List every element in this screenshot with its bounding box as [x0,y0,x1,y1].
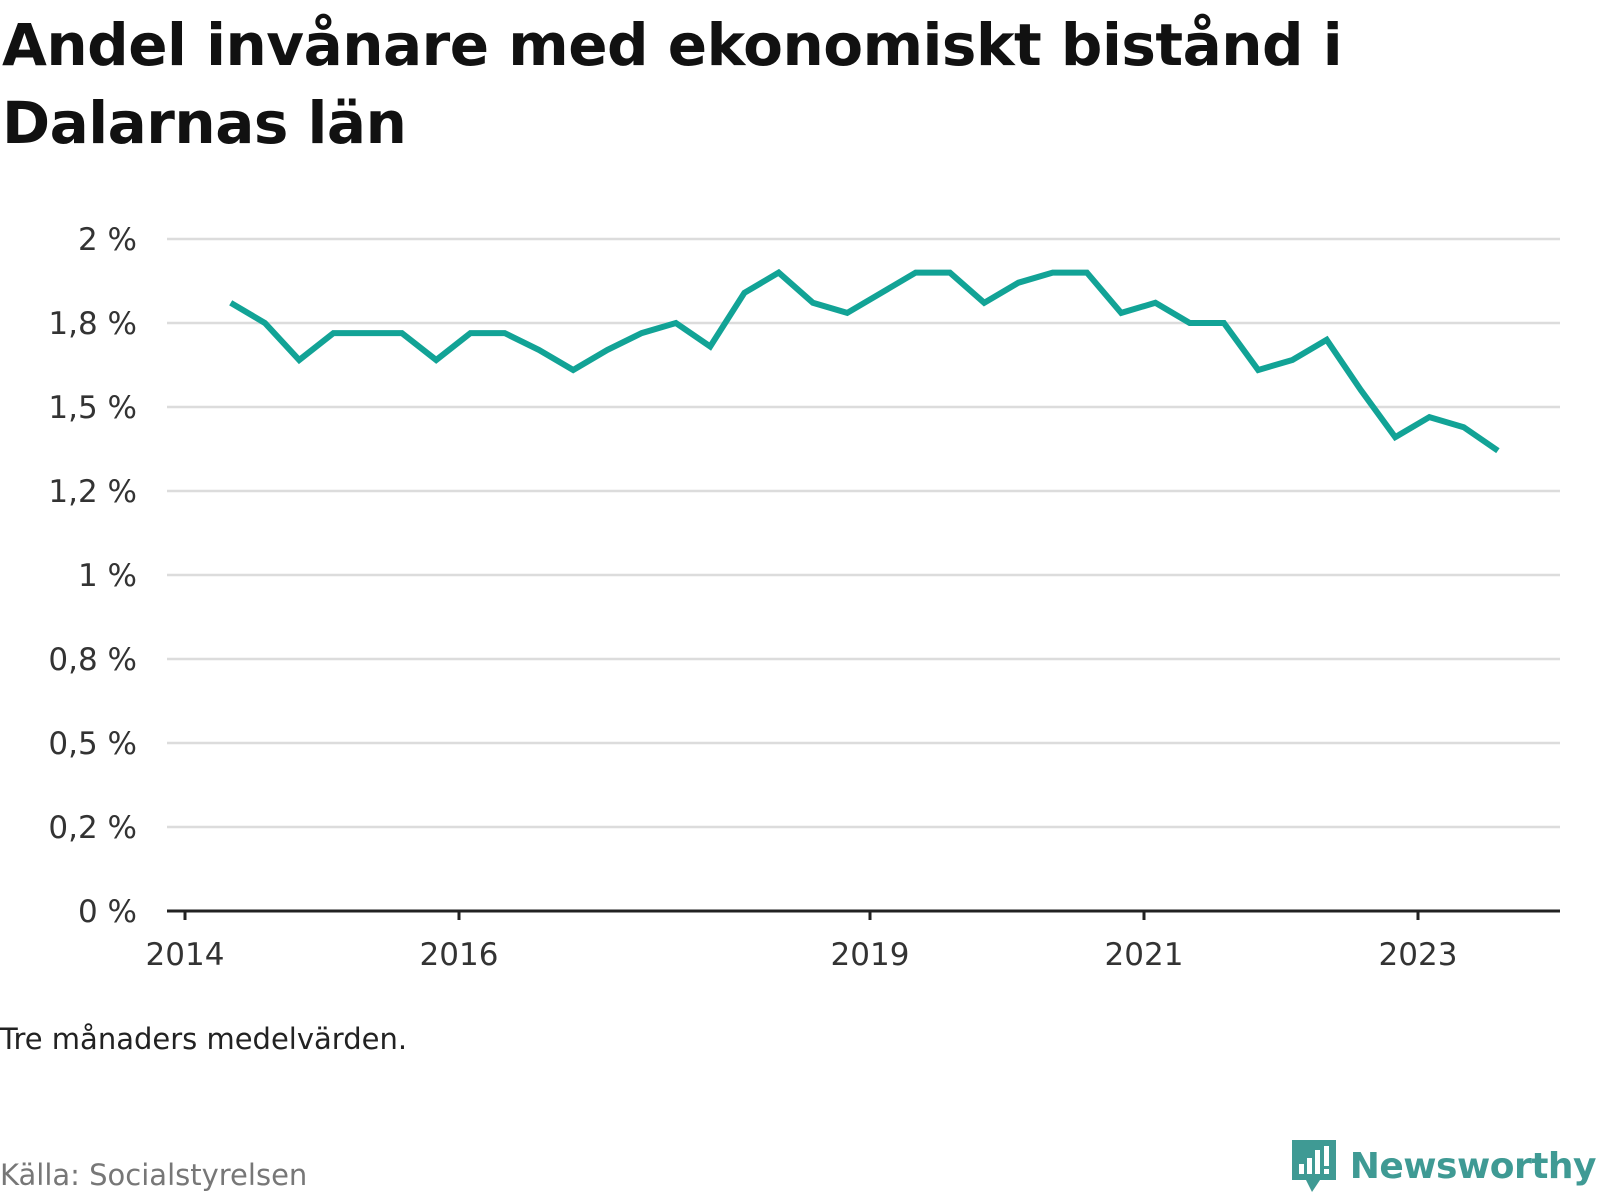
series-line [229,268,1500,454]
x-tick-label: 2019 [831,937,910,973]
y-tick-label: 0,8 % [48,642,137,678]
y-tick-label: 1,5 % [48,390,137,426]
y-tick-label: 1,2 % [48,474,137,510]
y-tick-label: 0,2 % [48,810,137,846]
y-tick-label: 0 % [78,894,137,930]
series-layer [229,268,1500,454]
y-tick-label: 2 % [78,222,137,258]
x-axis-labels: 2014 2016 2019 2021 2023 [146,937,1458,973]
chart-title: Andel invånare med ekonomiskt bistånd i … [2,11,1343,157]
chart-note: Tre månaders medelvärden. [0,1022,408,1056]
x-tick-label: 2021 [1105,937,1184,973]
x-tick-label: 2023 [1379,937,1458,973]
x-axis [167,909,1560,920]
line-chart: 0 %0,2 %0,5 %0,8 %1 %1,2 %1,5 %1,8 %2 % … [48,222,1560,973]
source-credit: Källa: Socialstyrelsen [0,1158,308,1192]
gridlines [167,237,1560,829]
x-tick-label: 2016 [420,937,499,973]
y-tick-label: 1 % [78,558,137,594]
y-tick-label: 0,5 % [48,726,137,762]
newsworthy-logo-icon [1291,1140,1336,1192]
y-axis-labels: 0 % 0,2 % 0,5 % 0,8 % 1 % 1,2 % 1,5 % 1,8 % 2 % [48,222,137,930]
y-tick-label: 1,8 % [48,306,137,342]
brand-name: Newsworthy [1349,1145,1597,1187]
x-tick-label: 2014 [146,937,225,973]
brand-logo: Newsworthy [1290,1138,1597,1194]
